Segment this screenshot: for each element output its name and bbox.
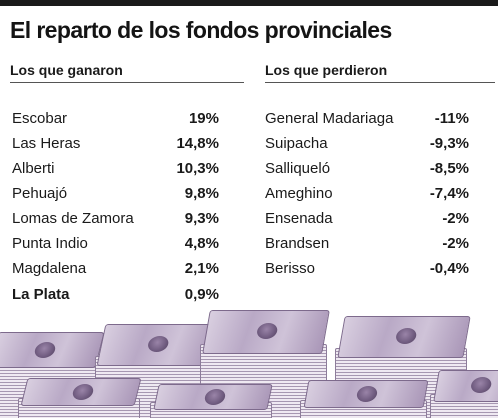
list-item: Salliqueló -8,5% [265, 156, 469, 181]
left-column-rule [10, 82, 244, 83]
municipality-name: Las Heras [12, 135, 81, 152]
list-item: Brandsen -2% [265, 231, 469, 256]
list-item: Alberti 10,3% [12, 156, 219, 181]
municipality-name: Lomas de Zamora [12, 210, 134, 227]
municipality-name: Ensenada [265, 210, 333, 227]
municipality-name: Berisso [265, 260, 316, 277]
municipality-name: Punta Indio [12, 235, 88, 252]
municipality-name: Brandsen [265, 235, 330, 252]
municipality-name: Suipacha [265, 135, 328, 152]
municipality-name: Magdalena [12, 260, 87, 277]
left-column-header: Los que ganaron [10, 62, 123, 78]
top-rule [0, 0, 498, 6]
municipality-name: La Plata [12, 286, 70, 303]
percentage-value: 14,8% [176, 135, 219, 152]
list-item: General Madariaga -11% [265, 106, 469, 131]
percentage-value: 19% [188, 110, 219, 127]
percentage-value: -2% [442, 235, 469, 252]
percentage-value: -0,4% [429, 260, 469, 277]
list-item: Ensenada -2% [265, 206, 469, 231]
list-item-highlighted: La Plata 0,9% [12, 282, 219, 307]
percentage-value: -8,5% [429, 160, 469, 177]
percentage-value: -11% [434, 110, 469, 127]
municipality-name: Escobar [12, 110, 68, 127]
list-item: Suipacha -9,3% [265, 131, 469, 156]
list-item: Pehuajó 9,8% [12, 181, 219, 206]
municipality-name: Pehuajó [12, 185, 68, 202]
municipality-name: Salliqueló [265, 160, 331, 177]
list-item: Ameghino -7,4% [265, 181, 469, 206]
municipality-name: Ameghino [265, 185, 333, 202]
banknote-stacks-image [0, 300, 498, 418]
page-title: El reparto de los fondos provinciales [10, 17, 392, 43]
list-item: Lomas de Zamora 9,3% [12, 206, 219, 231]
municipality-name: General Madariaga [265, 110, 394, 127]
list-item: Escobar 19% [12, 106, 219, 131]
list-item: Punta Indio 4,8% [12, 231, 219, 256]
percentage-value: -9,3% [429, 135, 469, 152]
percentage-value: 2,1% [184, 260, 219, 277]
percentage-value: 0,9% [184, 286, 219, 303]
percentage-value: -7,4% [429, 185, 469, 202]
percentage-value: 10,3% [176, 160, 219, 177]
percentage-value: 9,3% [184, 210, 219, 227]
right-column-header: Los que perdieron [265, 62, 388, 78]
right-column-rule [265, 82, 495, 83]
percentage-value: 4,8% [184, 235, 219, 252]
list-item: Las Heras 14,8% [12, 131, 219, 156]
percentage-value: 9,8% [184, 185, 219, 202]
percentage-value: -2% [442, 210, 469, 227]
list-item: Magdalena 2,1% [12, 256, 219, 281]
municipality-name: Alberti [12, 160, 55, 177]
list-item: Berisso -0,4% [265, 256, 469, 281]
